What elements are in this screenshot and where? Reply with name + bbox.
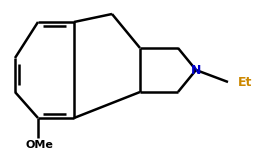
Text: N: N	[191, 63, 201, 76]
Text: Et: Et	[238, 75, 252, 88]
Text: OMe: OMe	[25, 140, 53, 150]
